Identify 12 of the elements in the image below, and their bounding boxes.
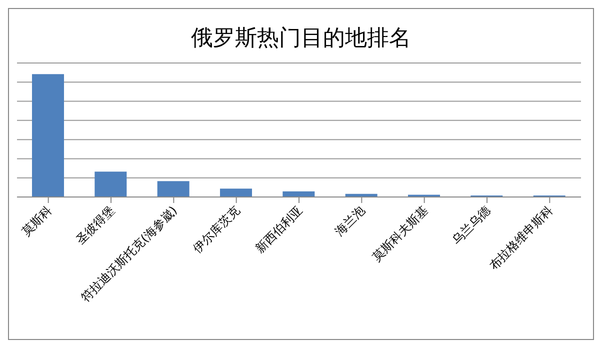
bar xyxy=(220,188,252,197)
x-tick-label: 乌兰乌德 xyxy=(449,203,494,248)
x-tick-label: 莫斯科夫斯基 xyxy=(370,203,430,264)
x-tick-label: 新西伯利亚 xyxy=(252,203,306,256)
bar xyxy=(94,172,127,197)
x-tick-label: 海兰泡 xyxy=(332,203,368,239)
chart-title: 俄罗斯热门目的地排名 xyxy=(190,25,412,53)
x-tick-label: 圣彼得堡 xyxy=(73,203,118,248)
bar xyxy=(32,74,64,197)
x-tick-label: 莫斯科 xyxy=(19,203,54,239)
bar xyxy=(157,181,190,197)
x-tick-label: 伊尔库茨克 xyxy=(190,203,242,256)
